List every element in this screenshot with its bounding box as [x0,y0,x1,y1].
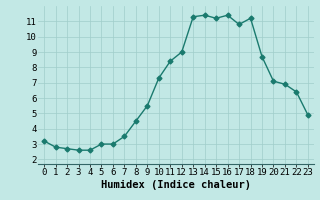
X-axis label: Humidex (Indice chaleur): Humidex (Indice chaleur) [101,180,251,190]
